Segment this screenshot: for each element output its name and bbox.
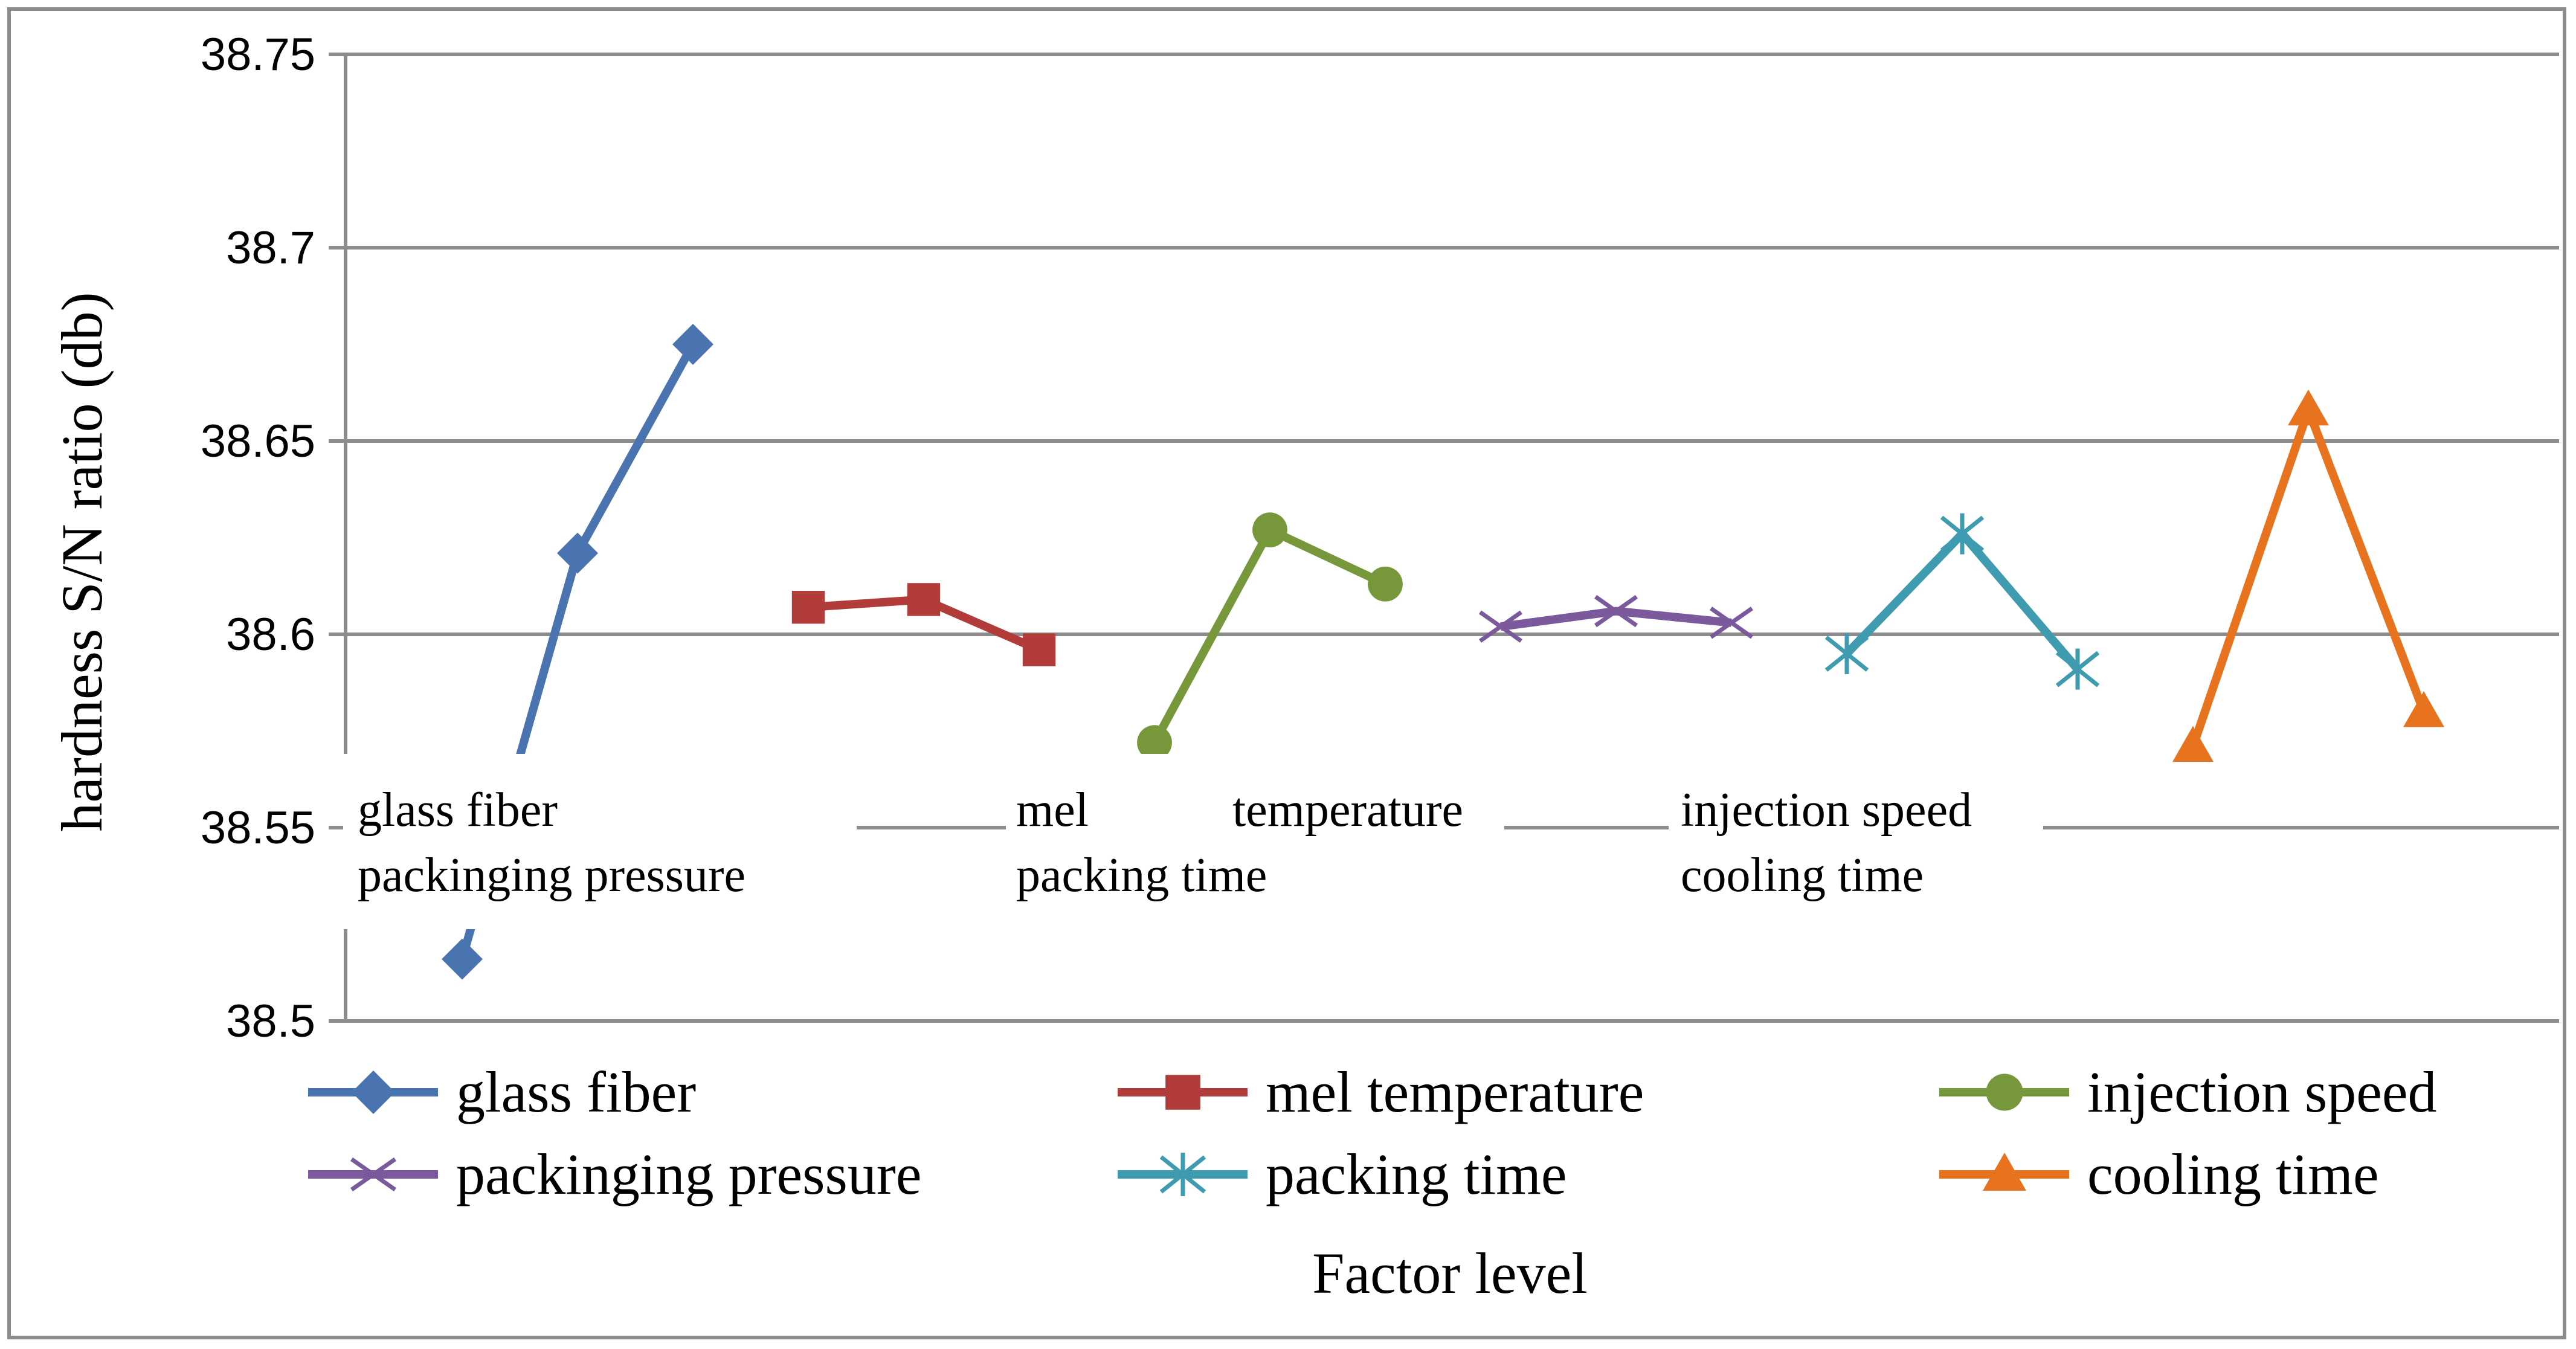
legend-item[interactable]: mel temperature [1118, 1060, 1644, 1124]
y-tick-label: 38.55 [201, 802, 315, 854]
annotation-mask [343, 754, 857, 929]
y-tick-label: 38.6 [226, 609, 315, 660]
category-annotations: glass fiber packinging pressure mel pack… [343, 754, 2043, 929]
annotation-text: packinging pressure [358, 849, 745, 902]
data-point-diamond [352, 1071, 395, 1114]
data-point-square [1165, 1075, 1200, 1110]
series-packing-time [1824, 513, 2100, 690]
annotation-text: temperature [1232, 784, 1463, 837]
chart-frame [7, 7, 2566, 1339]
data-point-square [791, 591, 825, 624]
annotation-text: mel [1016, 784, 1089, 837]
data-point-diamond [557, 532, 598, 574]
data-point-star [1159, 1153, 1206, 1196]
data-point-triangle [2288, 389, 2329, 426]
y-tick-label: 38.5 [226, 996, 315, 1047]
data-point-star [2055, 648, 2100, 690]
y-axis-title: hardness S/N ratio (db) [50, 292, 114, 831]
data-point-diamond [442, 938, 483, 980]
data-point-star [1940, 513, 1985, 555]
y-tick-label: 38.7 [226, 222, 315, 274]
data-point-triangle [2403, 691, 2444, 727]
legend-label: injection speed [2087, 1060, 2436, 1124]
data-point-x [1709, 607, 1754, 639]
data-point-triangle [1983, 1153, 2026, 1191]
data-point-diamond [672, 324, 713, 365]
annotation-text: injection speed [1681, 784, 1972, 837]
legend-item[interactable]: packing time [1118, 1142, 1567, 1206]
legend-item[interactable]: packinging pressure [308, 1142, 921, 1206]
series-packinging-pressure [1478, 594, 1754, 643]
data-point-circle [1252, 512, 1287, 548]
data-point-circle [1137, 725, 1172, 761]
data-point-x [1594, 594, 1638, 628]
annotation-text: packing time [1016, 849, 1267, 902]
legend-item[interactable]: injection speed [1939, 1060, 2436, 1124]
data-point-triangle [2172, 726, 2214, 762]
data-point-circle [1986, 1074, 2023, 1111]
series-injection-speed [1137, 512, 1403, 761]
y-axis: 38.5 38.55 38.6 38.65 38.7 38.75 [201, 29, 2559, 1047]
data-point-square [1022, 633, 1056, 666]
annotation-text: glass fiber [358, 784, 558, 837]
data-point-square [907, 583, 941, 616]
legend-label: packing time [1266, 1142, 1567, 1206]
data-point-x [350, 1157, 397, 1192]
annotation-mask [1220, 754, 1504, 845]
data-point-x [1478, 610, 1523, 643]
series-line [2189, 405, 2428, 748]
x-axis-title: Factor level [1312, 1241, 1588, 1306]
legend-label: mel temperature [1266, 1060, 1644, 1124]
data-point-circle [1368, 566, 1403, 602]
series-line [1150, 526, 1387, 745]
y-tick-label: 38.65 [201, 416, 315, 467]
series-layer [442, 324, 2444, 980]
y-tick-label: 38.75 [201, 29, 315, 80]
series-cooling-time [2172, 389, 2444, 762]
grid-lines [346, 53, 2559, 829]
legend-label: packinging pressure [456, 1142, 921, 1206]
legend-item[interactable]: glass fiber [308, 1060, 696, 1124]
legend: glass fiber mel temperature injection spee… [308, 1060, 2436, 1206]
annotation-mask [1669, 754, 2043, 929]
legend-label: cooling time [2087, 1142, 2379, 1206]
annotation-text: cooling time [1681, 849, 1924, 902]
legend-item[interactable]: cooling time [1939, 1142, 2379, 1206]
data-point-star [1824, 633, 1869, 674]
legend-label: glass fiber [456, 1060, 696, 1124]
series-mel-temperature [791, 583, 1056, 666]
